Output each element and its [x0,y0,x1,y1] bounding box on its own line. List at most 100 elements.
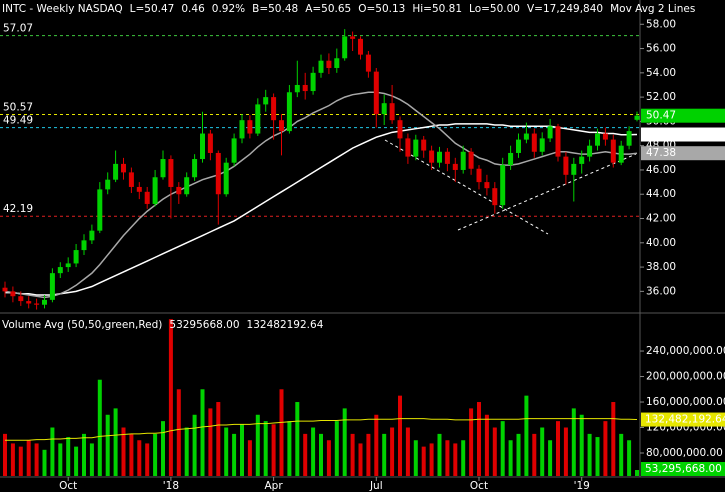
chart-title: INTC - Weekly NASDAQ [2,3,123,15]
y-tick-label: 38.00 [646,261,676,273]
volume-bar [437,433,442,476]
volume-bar [500,421,505,476]
candle-body [547,126,553,139]
candle-body [176,186,182,195]
volume-bar [10,443,15,476]
reference-label: 42.19 [3,203,33,215]
volume-bar [556,421,560,476]
x-tick-label: '19 [574,480,590,492]
candle-body [310,72,316,92]
quote-field: A=50.65 [305,3,351,15]
candle-body [563,156,569,175]
volume-bar [42,449,47,476]
candle-body [271,97,277,121]
volume-average-line [5,418,638,441]
candle-body [602,133,608,140]
candle-body [223,162,229,195]
candle-body [358,38,363,55]
candle-body [531,133,537,152]
volume-bar [366,433,371,476]
quote-field: B=50.48 [252,3,298,15]
candle-body [523,133,529,140]
candle-body [334,58,340,68]
volume-bar [295,402,300,476]
trend-line [457,153,637,231]
volume-bar [587,433,592,476]
x-tick-label: Jul [369,480,383,492]
volume-bar [255,414,260,476]
candle-body [128,172,134,187]
trend-line [384,139,549,235]
candle-body [381,103,387,115]
candle-body [65,263,71,268]
reference-label: 50.57 [3,101,33,113]
candle-body [555,126,561,157]
y-tick-label: 200,000,000.00 [646,371,725,383]
candle-body [405,138,411,157]
candle-body [444,151,450,164]
candle-body [587,145,593,157]
y-tick-label: 40.00 [646,237,676,249]
candle-body [294,84,300,93]
volume-bar [374,414,379,476]
trend-lines [384,139,637,235]
volume-bar [26,440,31,476]
volume-bar [263,421,268,476]
candle-body [460,151,466,170]
volume-bar [121,427,126,476]
fast-average-label: 47.38 [646,147,676,159]
volume-bar [382,433,387,476]
candle-body [113,163,119,180]
candle-body [168,159,174,187]
candle-body [136,186,142,192]
moving-average-line [4,91,638,299]
moving-average-line [5,123,638,296]
candle-body [49,273,55,300]
volume-bar [516,433,521,476]
volume-bar [508,440,513,476]
volume-bar [484,414,489,476]
last-price-label: 50.47 [646,110,676,122]
candle-body [397,120,403,139]
volume-bar [208,408,213,476]
volume-bar [97,379,102,476]
y-tick-label: 56.00 [646,43,676,55]
slow-average-label-box [641,127,725,142]
volume-bar [619,433,624,476]
candle-body [500,165,506,206]
volume-bar [216,402,221,476]
x-tick-label: Oct [470,480,488,492]
volume-bar [350,433,355,476]
volume-bar [627,440,632,476]
reference-label: 57.07 [3,23,33,35]
y-tick-label: 42.00 [646,213,676,225]
volume-bar [82,433,86,476]
volume-bar [50,427,55,476]
average-label: 132,482,192.64 [645,414,725,426]
volume-title: Volume Avg (50,50,green,Red) [2,319,162,331]
last-volume-box [641,462,725,476]
candle-body [2,287,8,292]
volume-legend-value: 53295668.00 [169,319,239,331]
candle-body [200,133,205,160]
candle-body [342,36,348,59]
volume-bar [492,427,497,476]
volume-bar [390,427,395,476]
volume-bar [224,427,229,476]
candle-body [279,120,284,132]
candle-body [247,120,253,134]
candle-body [476,168,482,183]
candle-body [89,230,95,241]
volume-bar [563,427,568,476]
volume-bar [137,440,142,476]
volume-bar [66,437,71,476]
volume-bar [445,440,450,476]
candle-body [492,188,498,206]
candle-body [10,291,16,297]
candle-body [34,303,40,305]
quote-field: Hi=50.81 [412,3,462,15]
volume-bar [453,443,458,476]
volume-bar [192,414,197,476]
candle-body [484,182,490,189]
